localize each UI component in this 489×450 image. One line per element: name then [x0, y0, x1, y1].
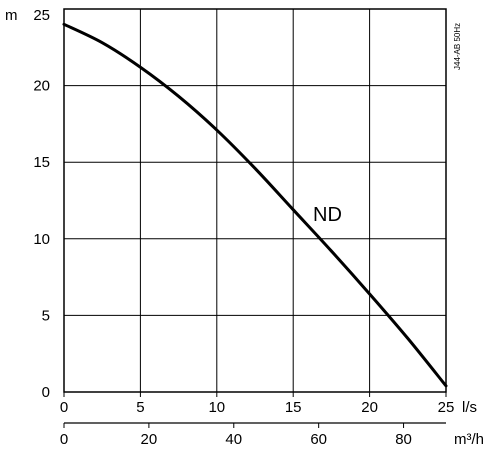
tick-labels: 0 5 10 15 20 25 m 0 5 10 15 20 25 l/s 0 20 40 60 80 m³/h J44…	[5, 7, 484, 448]
x-tick-label-4: 20	[361, 399, 378, 416]
x-axis-unit: l/s	[462, 399, 477, 416]
series-line-0	[62, 22, 448, 388]
secondary-tick-label-3: 60	[310, 431, 327, 448]
y-tick-label-5: 25	[33, 7, 50, 24]
secondary-tick-label-0: 0	[60, 431, 68, 448]
secondary-tick-label-4: 80	[395, 431, 412, 448]
x-tick-label-2: 10	[208, 399, 225, 416]
y-tick-label-3: 15	[33, 154, 50, 171]
y-tick-label-1: 5	[42, 307, 50, 324]
plot-frame	[63, 8, 447, 397]
chart-code-label: J44-AB 50Hz	[453, 23, 462, 70]
curve-layer: ND	[62, 22, 448, 388]
plot-border	[63, 8, 447, 393]
x-tick-label-0: 0	[60, 399, 68, 416]
x-tick-label-1: 5	[136, 399, 144, 416]
secondary-tick-label-1: 20	[141, 431, 158, 448]
y-axis-unit: m	[5, 7, 18, 24]
secondary-axis-unit: m³/h	[454, 431, 484, 448]
grid-lines	[64, 9, 446, 392]
x-tick-label-3: 15	[285, 399, 302, 416]
x-tick-label-5: 25	[438, 399, 455, 416]
series-label-0: ND	[313, 204, 342, 226]
secondary-x-axis	[63, 422, 446, 428]
y-tick-label-0: 0	[42, 384, 50, 401]
y-tick-label-4: 20	[33, 78, 50, 95]
y-tick-label-2: 10	[33, 231, 50, 248]
secondary-tick-label-2: 40	[225, 431, 242, 448]
